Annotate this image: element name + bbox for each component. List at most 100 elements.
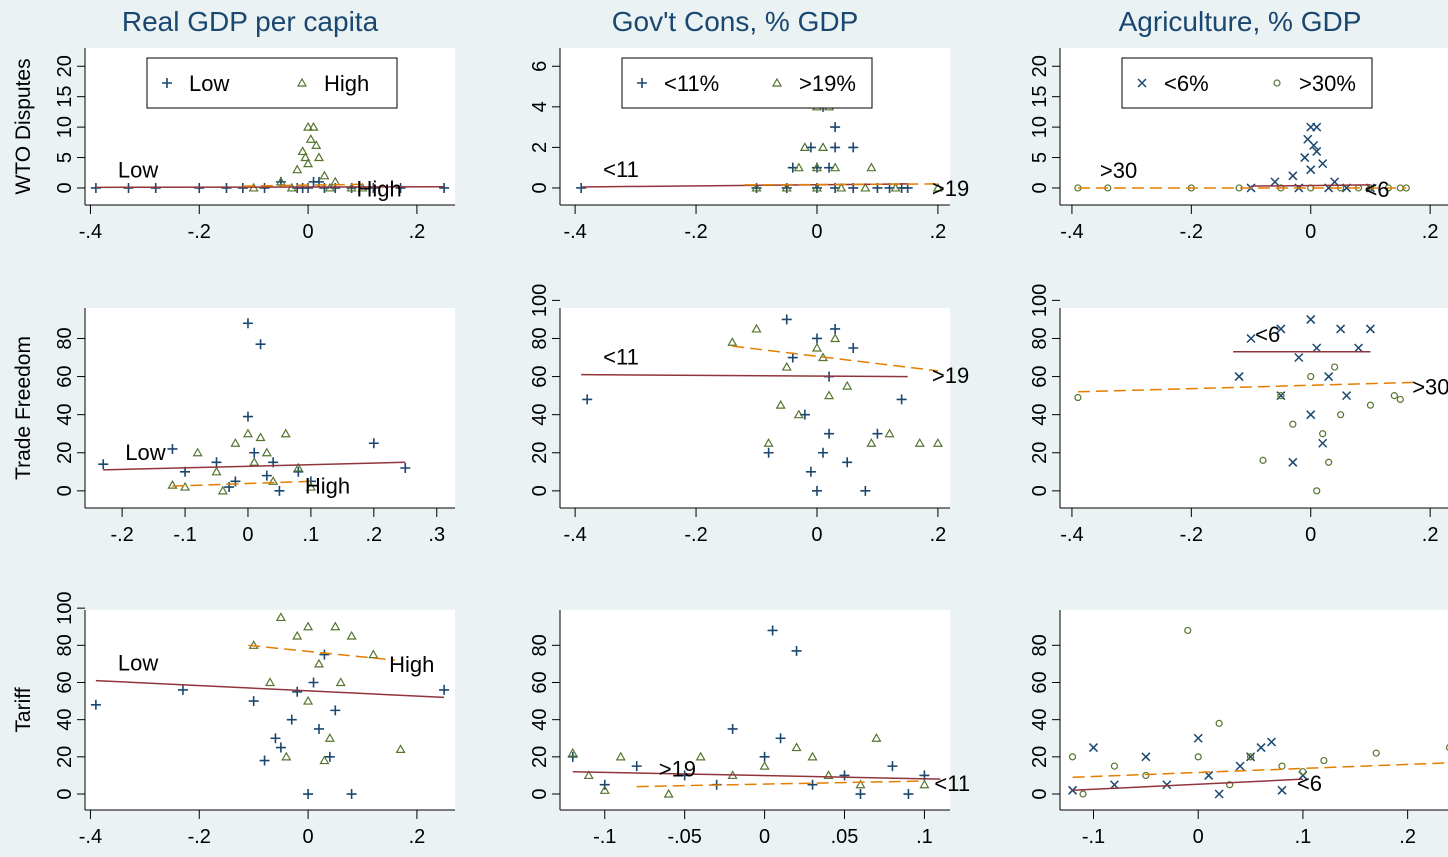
y-tick-label: 20 — [54, 442, 76, 464]
point — [1390, 392, 1398, 400]
fit-label: <11 — [934, 771, 970, 796]
point — [293, 466, 304, 477]
point — [1325, 458, 1333, 466]
y-tick-label: 80 — [54, 327, 76, 349]
legend-marker — [637, 78, 647, 88]
y-tick-label: 0 — [1029, 182, 1051, 193]
point — [932, 438, 943, 447]
fit-label: >19 — [932, 363, 969, 388]
point — [1324, 372, 1334, 382]
point — [781, 361, 792, 371]
y-tick-label: 0 — [1029, 788, 1051, 799]
legend-marker — [771, 77, 783, 87]
point — [319, 170, 330, 180]
point — [368, 438, 379, 449]
point — [368, 649, 379, 659]
x-tick-label: 0 — [303, 221, 314, 243]
point — [242, 318, 253, 329]
point — [248, 696, 259, 707]
point — [781, 314, 792, 325]
point — [884, 428, 895, 438]
fit-label: <11 — [603, 157, 639, 182]
point — [1337, 411, 1345, 419]
point — [824, 428, 835, 439]
point — [860, 485, 871, 496]
x-tick-label: .05 — [831, 826, 859, 848]
point — [1277, 392, 1285, 400]
point — [249, 447, 260, 458]
y-tick-label: 4 — [529, 101, 551, 112]
point — [599, 779, 610, 790]
fit-line — [1077, 381, 1419, 393]
point — [811, 162, 823, 172]
point — [775, 733, 786, 744]
point — [180, 481, 191, 491]
point — [919, 779, 930, 789]
point — [1320, 757, 1328, 765]
y-tick-label: 10 — [1029, 116, 1051, 138]
point — [823, 770, 834, 780]
point — [1270, 177, 1280, 187]
legend — [621, 57, 873, 109]
fit-label: Low — [118, 651, 158, 676]
point — [1336, 324, 1346, 334]
fit-line — [744, 183, 938, 186]
x-tick-label: -.1 — [593, 826, 616, 848]
point — [335, 677, 346, 687]
point — [324, 733, 335, 742]
point — [855, 789, 866, 800]
fit-line — [581, 373, 908, 378]
x-tick-label: .2 — [930, 524, 947, 546]
point — [330, 705, 341, 716]
y-tick-label: 80 — [54, 634, 76, 656]
point — [281, 751, 292, 761]
x-tick-label: .2 — [930, 221, 947, 243]
point — [1256, 743, 1266, 753]
point — [582, 394, 593, 405]
point — [237, 182, 248, 193]
point — [791, 742, 802, 752]
y-tick-label: 60 — [1029, 365, 1051, 387]
y-tick-label: 0 — [529, 788, 551, 799]
point — [1194, 753, 1202, 761]
point — [1365, 324, 1375, 334]
legend-marker — [1273, 79, 1281, 87]
x-tick-label: 0 — [242, 524, 253, 546]
fit-label: High — [357, 176, 402, 201]
point — [292, 164, 303, 174]
x-tick-label: .2 — [409, 221, 426, 243]
point — [871, 733, 882, 742]
point — [727, 337, 738, 346]
x-tick-label: -.4 — [79, 826, 102, 848]
point — [395, 744, 406, 754]
point — [211, 466, 222, 476]
point — [805, 466, 816, 477]
y-tick-label: 2 — [529, 142, 551, 153]
point — [1109, 780, 1119, 790]
x-tick-label: -.4 — [1060, 524, 1083, 546]
legend-label: High — [324, 71, 369, 96]
point — [1246, 333, 1256, 344]
x-tick-label: .1 — [916, 826, 933, 848]
x-tick-label: -.1 — [173, 524, 196, 546]
plot-area — [560, 610, 950, 810]
panel-title: Agriculture, % GDP — [1119, 6, 1362, 37]
point — [1104, 184, 1112, 192]
point — [242, 411, 253, 422]
point — [1402, 184, 1410, 192]
point — [727, 723, 738, 734]
point — [807, 751, 818, 761]
y-tick-label: 0 — [529, 182, 551, 193]
x-tick-label: -.4 — [563, 524, 586, 546]
point — [1074, 393, 1082, 402]
fit-line — [1072, 762, 1448, 779]
point — [1235, 761, 1245, 771]
y-axis-title: Tariff — [12, 687, 35, 732]
point — [261, 470, 272, 481]
panel-title: Gov't Cons, % GDP — [612, 6, 859, 37]
point — [793, 162, 804, 172]
point — [313, 723, 324, 734]
point — [177, 684, 188, 695]
point — [848, 343, 859, 353]
point — [98, 459, 109, 470]
